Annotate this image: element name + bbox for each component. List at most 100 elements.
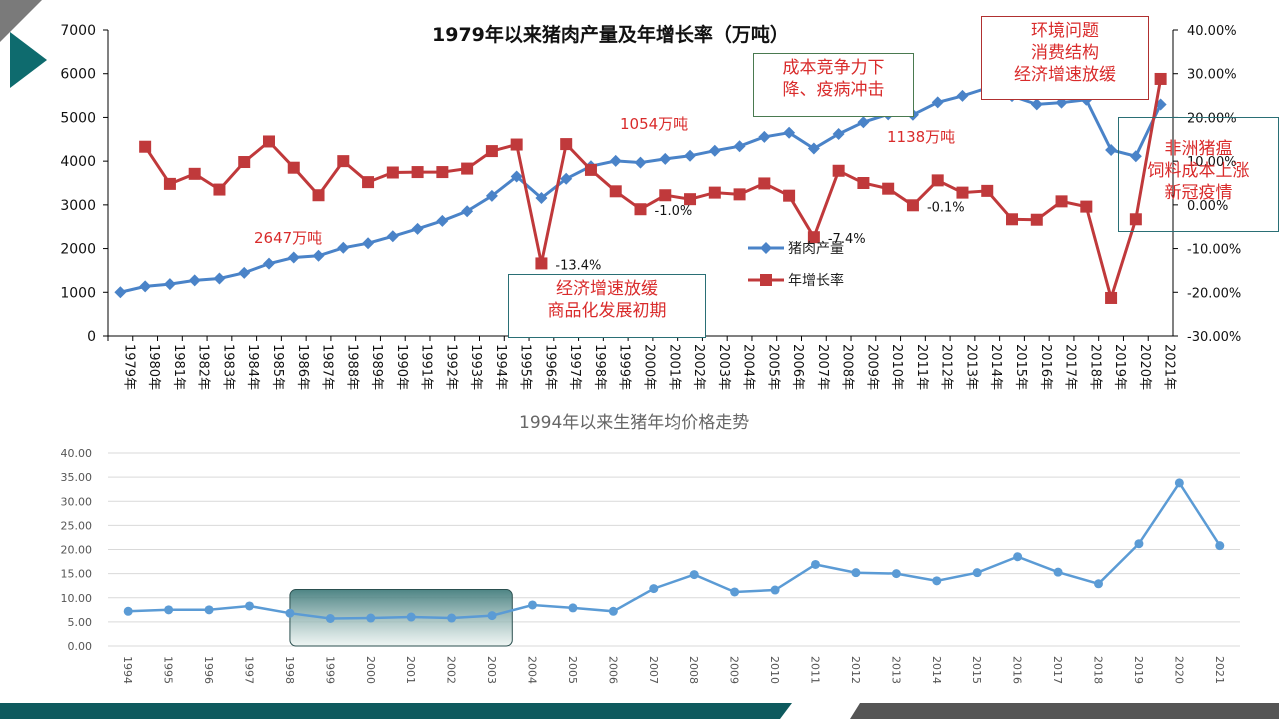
- growth-point: [461, 162, 474, 175]
- x-tick-label: 1982年: [196, 344, 211, 390]
- price-point: [1134, 539, 1144, 549]
- bottom-band-teal: [0, 703, 792, 719]
- x-tick-label: 1986年: [295, 344, 310, 390]
- price-point: [123, 606, 133, 616]
- x-tick-label: 2003: [485, 656, 498, 684]
- growth-point: [931, 174, 944, 187]
- x-tick-label: 2021: [1213, 656, 1226, 684]
- x-tick-label: 2004年: [741, 344, 756, 390]
- x-tick-label: 2011年: [914, 344, 929, 390]
- production-point: [362, 237, 375, 250]
- legend-growth-marker: [760, 274, 772, 286]
- growth-point: [535, 257, 548, 270]
- price-point: [1013, 552, 1023, 562]
- growth-point: [1055, 195, 1068, 208]
- production-point: [386, 230, 399, 243]
- production-point: [337, 241, 350, 254]
- x-tick-label: 1996年: [542, 344, 557, 390]
- production-point: [634, 156, 647, 169]
- price-point: [528, 600, 537, 610]
- x-tick-label: 1999年: [617, 344, 632, 390]
- right-tick-label: -30.00%: [1187, 330, 1241, 345]
- x-tick-label: 1997: [243, 656, 256, 684]
- legend-production-marker: [760, 242, 772, 254]
- x-tick-label: 2014年: [988, 344, 1003, 390]
- growth-point: [981, 184, 994, 197]
- y-tick-label: 5.00: [68, 616, 93, 629]
- annotation-2647: 2647万吨: [254, 229, 323, 247]
- right-tick-label: 40.00%: [1187, 24, 1237, 39]
- x-tick-label: 1979年: [121, 344, 136, 390]
- production-point: [436, 214, 449, 227]
- y-tick-label: 35.00: [61, 471, 93, 484]
- growth-point: [857, 177, 870, 189]
- growth-data-label: -0.1%: [927, 200, 965, 215]
- x-tick-label: 2007: [647, 656, 660, 684]
- growth-point: [758, 177, 771, 190]
- price-point: [770, 585, 780, 595]
- production-point: [163, 278, 176, 291]
- growth-point: [386, 166, 399, 179]
- x-tick-label: 2001年: [666, 344, 681, 390]
- growth-point: [659, 189, 672, 202]
- production-point: [832, 127, 845, 140]
- x-tick-label: 2010: [768, 656, 781, 684]
- growth-point: [163, 177, 176, 190]
- top-chart-title: 1979年以来猪肉产量及年增长率（万吨）: [432, 24, 789, 46]
- x-tick-label: 1980年: [146, 344, 161, 390]
- legend-production-label: 猪肉产量: [788, 241, 844, 257]
- x-tick-label: 2004: [526, 656, 539, 684]
- right-tick-label: -10.00%: [1187, 243, 1241, 258]
- price-point: [285, 608, 295, 618]
- x-tick-label: 2016: [1011, 656, 1024, 684]
- x-tick-label: 2011: [809, 656, 822, 684]
- left-tick-label: 3000: [60, 198, 96, 214]
- production-point: [758, 130, 771, 143]
- price-point: [1053, 567, 1063, 577]
- price-point: [1215, 541, 1225, 551]
- x-tick-label: 2002: [445, 656, 458, 684]
- x-tick-label: 2010年: [889, 344, 904, 390]
- y-tick-label: 0.00: [68, 640, 93, 653]
- production-point: [708, 144, 721, 157]
- growth-point: [1080, 200, 1093, 213]
- x-tick-label: 2019: [1132, 656, 1145, 684]
- growth-point: [262, 135, 275, 148]
- x-tick-label: 2015: [970, 656, 983, 684]
- y-tick-label: 20.00: [61, 544, 93, 557]
- growth-point: [139, 140, 152, 153]
- x-tick-label: 2009: [728, 656, 741, 684]
- x-tick-label: 2016年: [1038, 344, 1053, 390]
- annotation-box-african-swine-fever: 非洲猪瘟 饲料成本上涨 新冠疫情: [1118, 117, 1279, 232]
- x-tick-label: 1989年: [369, 344, 384, 390]
- x-tick-label: 2017年: [1063, 344, 1078, 390]
- x-tick-label: 1985年: [270, 344, 285, 390]
- corner-arrow-teal: [10, 32, 47, 88]
- production-point: [188, 274, 201, 287]
- x-tick-label: 1992年: [443, 344, 458, 390]
- growth-point: [238, 156, 251, 169]
- growth-point: [510, 138, 523, 151]
- left-tick-label: 5000: [60, 110, 96, 126]
- growth-point: [213, 183, 226, 196]
- growth-point: [708, 186, 721, 199]
- price-point: [649, 584, 659, 594]
- growth-point: [436, 166, 449, 179]
- y-tick-label: 15.00: [61, 568, 93, 581]
- growth-point: [1030, 213, 1043, 226]
- y-tick-label: 10.00: [61, 592, 93, 605]
- production-point: [535, 191, 548, 204]
- production-point: [1129, 150, 1142, 163]
- growth-data-label: -1.0%: [655, 204, 693, 219]
- growth-point: [733, 188, 746, 201]
- growth-point: [411, 166, 424, 179]
- x-tick-label: 2017: [1051, 656, 1064, 684]
- x-tick-label: 1996: [202, 656, 215, 684]
- production-point: [312, 249, 325, 262]
- price-point: [325, 613, 335, 623]
- left-tick-label: 4000: [60, 154, 96, 170]
- x-tick-label: 1994年: [493, 344, 508, 390]
- price-point: [1174, 478, 1184, 488]
- x-tick-label: 1988年: [344, 344, 359, 390]
- x-tick-label: 1995年: [518, 344, 533, 390]
